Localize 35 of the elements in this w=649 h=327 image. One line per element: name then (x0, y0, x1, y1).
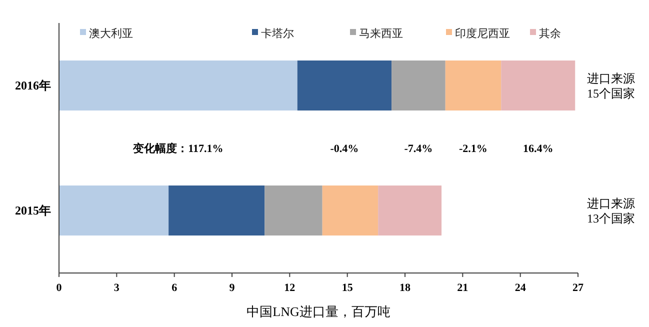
annotation: -0.4% (330, 143, 359, 155)
x-tick-label: 9 (229, 282, 236, 294)
x-tick-label: 12 (284, 282, 296, 294)
bar (501, 60, 576, 110)
legend-label: 其余 (539, 27, 561, 40)
x-tick-label: 21 (457, 282, 468, 294)
legend-label: 卡塔尔 (261, 27, 294, 40)
bar (378, 186, 442, 236)
bar (445, 60, 502, 110)
x-tick-label: 15 (342, 282, 354, 294)
y-tick-label: 2016年 (15, 78, 51, 92)
x-tick-label: 6 (172, 282, 178, 294)
y-tick-label: 2015年 (15, 204, 51, 218)
bar (297, 60, 392, 110)
x-tick-label: 18 (400, 282, 411, 294)
annotation: 变化幅度：117.1% (132, 142, 224, 155)
bar (168, 186, 265, 236)
bar (392, 60, 446, 110)
annotation: -2.1% (459, 143, 488, 155)
annotation: 16.4% (522, 143, 554, 155)
x-tick-label: 0 (56, 282, 62, 294)
text: 进口来源 13个国家 (587, 196, 635, 226)
legend-label: 澳大利亚 (89, 27, 133, 40)
legend-label: 马来西亚 (359, 27, 403, 40)
bar (264, 186, 322, 236)
x-tick-label: 24 (514, 282, 526, 294)
x-tick-label: 27 (572, 282, 584, 294)
x-axis-title: 中国LNG进口量，百万吨 (246, 304, 390, 319)
bar (59, 60, 298, 110)
annotation: -7.4% (404, 143, 433, 155)
text: 进口来源 15个国家 (587, 72, 635, 100)
legend-label: 印度尼西亚 (455, 27, 510, 40)
bar (59, 186, 169, 236)
bar (322, 186, 378, 236)
x-tick-label: 3 (114, 282, 120, 294)
